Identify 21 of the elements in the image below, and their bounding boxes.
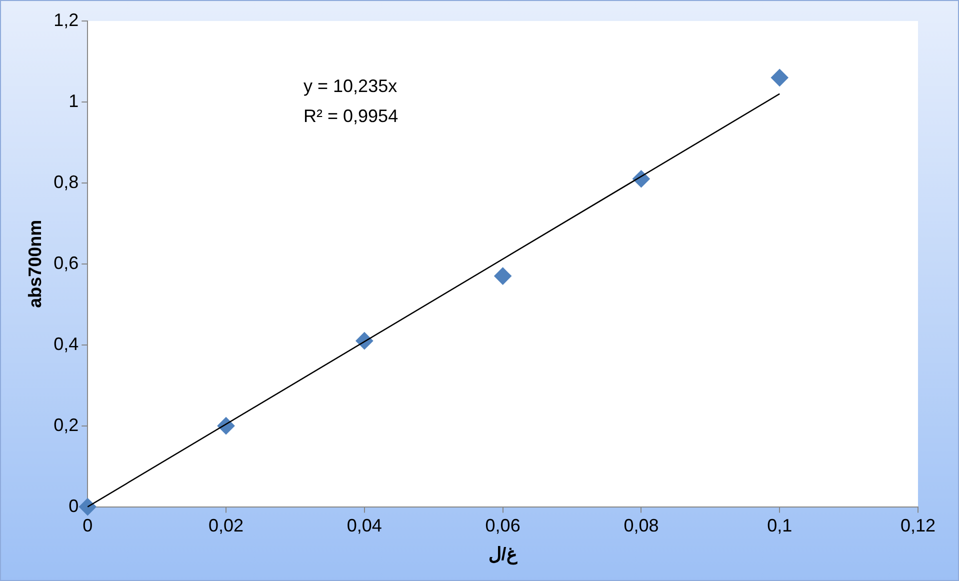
- y-tick-label: 1,2: [54, 10, 79, 30]
- x-tick-label: 0,06: [485, 516, 520, 536]
- y-tick-label: 0,8: [54, 172, 79, 192]
- point: [494, 267, 512, 285]
- x-tick-label: 0: [82, 516, 93, 536]
- x-tick-label: 0,04: [346, 516, 382, 536]
- y-tick-label: 0: [68, 496, 79, 516]
- y-tick-label: 0,2: [54, 414, 79, 435]
- x-tick-label: 0,12: [900, 516, 936, 536]
- x-axis-title: غ/ل: [488, 544, 518, 566]
- point: [78, 498, 96, 516]
- x-tick-label: 0,08: [624, 516, 659, 536]
- x-tick-label: 0,1: [767, 516, 792, 536]
- y-tick-label: 1: [68, 90, 79, 111]
- point: [770, 69, 788, 86]
- y-tick-label: 0,4: [54, 334, 79, 354]
- y-axis-title: abs700nm: [24, 220, 45, 308]
- annotation: R² = 0,9954: [304, 106, 398, 126]
- y-tick-label: 0,6: [54, 252, 79, 273]
- annotation: y = 10,235x: [304, 76, 398, 96]
- x-tick-label: 0,02: [208, 516, 244, 536]
